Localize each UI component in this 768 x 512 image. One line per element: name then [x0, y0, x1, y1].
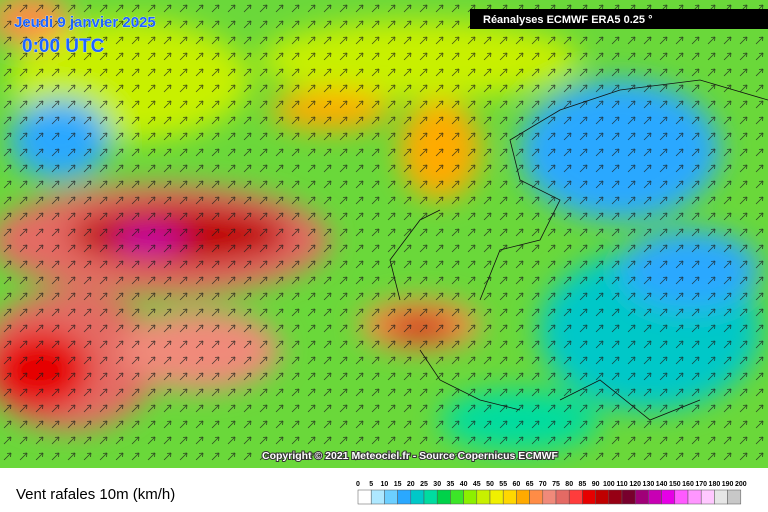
scale-label: 5 — [369, 481, 373, 488]
scale-swatch — [542, 489, 557, 505]
time: 0:00 UTC — [22, 36, 105, 57]
copyright: Copyright © 2021 Meteociel.fr - Source C… — [262, 450, 559, 462]
scale-label: 90 — [592, 481, 600, 488]
scale-swatch — [410, 489, 425, 505]
scale-swatch — [674, 489, 689, 505]
scale-label: 75 — [552, 481, 560, 488]
scale-label: 65 — [526, 481, 534, 488]
color-scale: 0 5 10 15 20 25 30 35 40 45 50 55 60 65 70 75 80 85 90 100 1… — [356, 481, 747, 505]
source-box — [470, 9, 768, 29]
scale-label: 140 — [656, 481, 668, 488]
scale-swatch — [476, 489, 491, 505]
scale-label: 150 — [669, 481, 681, 488]
scale-label: 160 — [682, 481, 694, 488]
scale-swatch — [423, 489, 438, 505]
scale-label: 25 — [420, 481, 428, 488]
scale-swatch — [516, 489, 530, 505]
scale-swatch — [489, 489, 504, 505]
scale-label: 15 — [394, 481, 402, 488]
source: Réanalyses ECMWF ERA5 0.25 ° — [483, 14, 652, 26]
scale-label: 0 — [356, 481, 360, 488]
scale-label: 20 — [407, 481, 415, 488]
scale-swatch — [608, 489, 623, 505]
scale-label: 50 — [486, 481, 494, 488]
scale-label: 10 — [381, 481, 389, 488]
scale-swatch — [700, 489, 715, 505]
scale-label: 200 — [735, 481, 747, 488]
scale-swatch — [555, 489, 570, 505]
scale-label: 55 — [499, 481, 507, 488]
legend-title: Vent rafales 10m (km/h) — [16, 486, 175, 503]
scale-swatch — [582, 489, 596, 505]
scale-swatch — [450, 489, 464, 505]
scale-swatch — [661, 489, 676, 505]
date: Jeudi 9 janvier 2025 — [14, 14, 156, 31]
scale-swatch — [634, 489, 649, 505]
scale-label: 170 — [695, 481, 707, 488]
scale-label: 35 — [447, 481, 455, 488]
scale-label: 40 — [460, 481, 468, 488]
scale-label: 180 — [709, 481, 721, 488]
scale-label: 110 — [616, 481, 627, 488]
scale-label: 130 — [643, 481, 655, 488]
scale-swatch — [502, 489, 517, 505]
scale-swatch — [384, 489, 398, 505]
scale-swatch — [621, 489, 636, 505]
scale-label: 190 — [722, 481, 734, 488]
scale-swatch — [687, 489, 702, 505]
scale-label: 70 — [539, 481, 547, 488]
scale-label: 60 — [513, 481, 521, 488]
scale-swatch — [397, 489, 412, 505]
scale-swatch — [463, 489, 478, 505]
scale-swatch — [595, 489, 610, 505]
scale-swatch — [568, 489, 583, 505]
scale-label: 80 — [565, 481, 573, 488]
scale-label: 100 — [603, 481, 615, 488]
map — [0, 0, 768, 468]
scale-swatch — [727, 489, 742, 505]
scale-label: 30 — [433, 481, 441, 488]
scale-label: 85 — [579, 481, 587, 488]
scale-label: 120 — [629, 481, 641, 488]
scale-swatch — [357, 489, 372, 505]
scale-swatch — [648, 489, 662, 505]
scale-swatch — [714, 489, 728, 505]
scale-swatch — [370, 489, 385, 505]
scale-swatch — [436, 489, 451, 505]
scale-label: 45 — [473, 481, 481, 488]
scale-swatch — [529, 489, 544, 505]
